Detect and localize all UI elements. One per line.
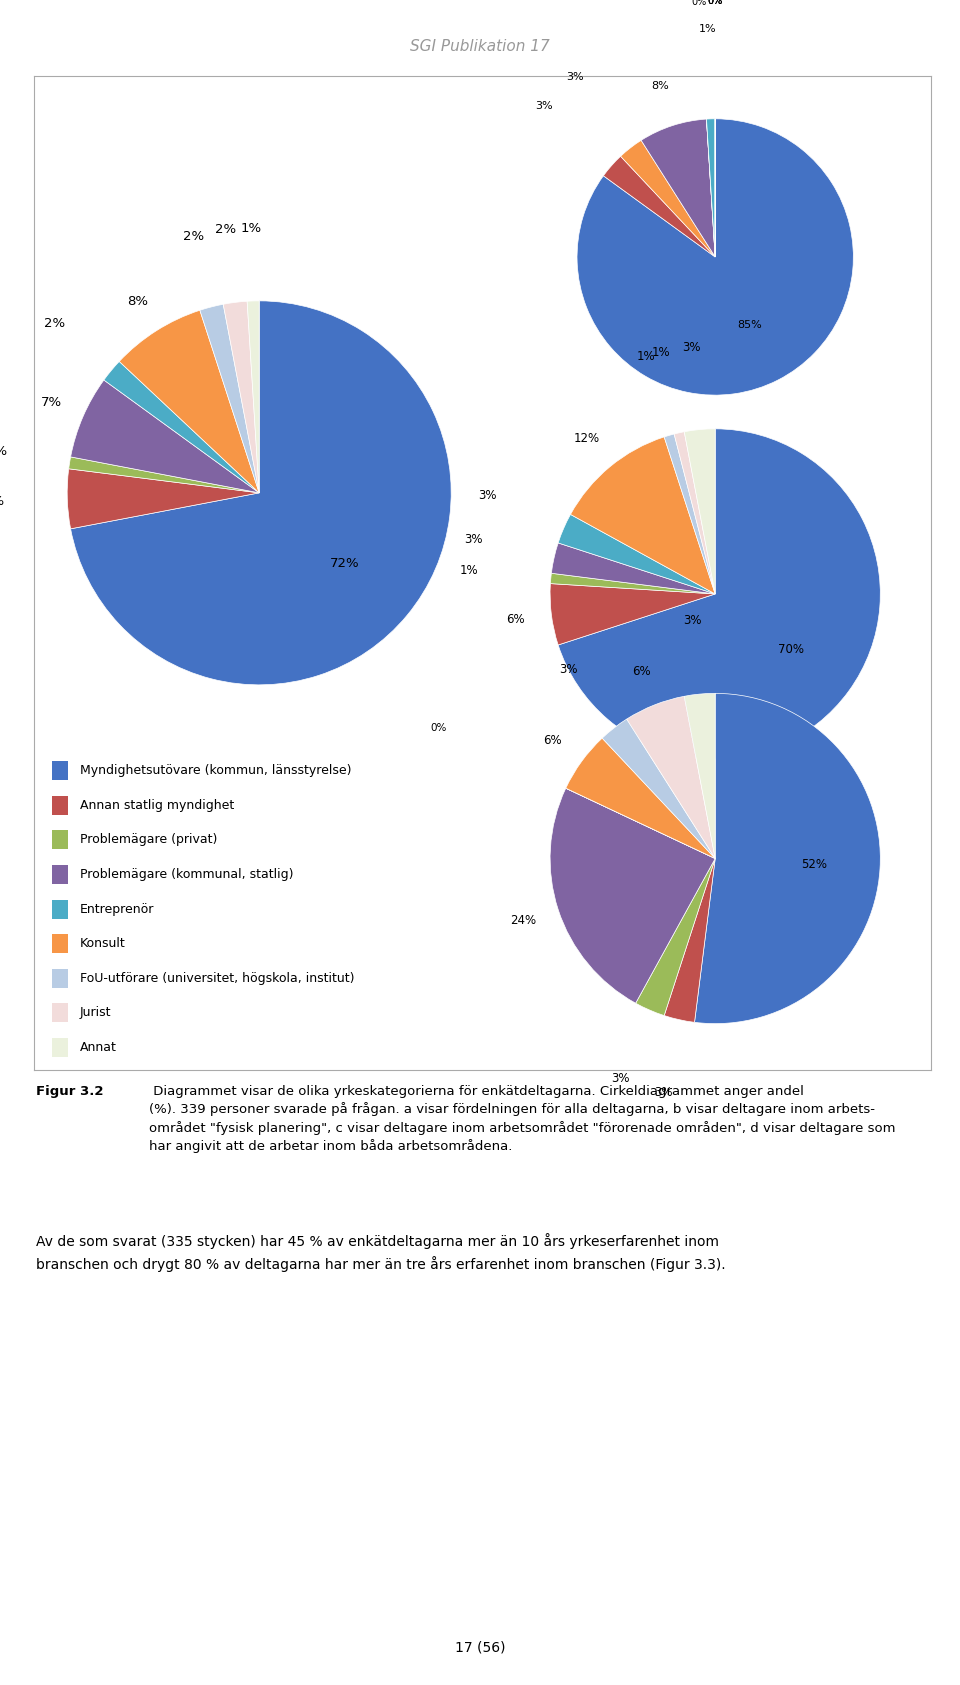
Text: 2%: 2% (182, 229, 204, 243)
Wedge shape (641, 120, 715, 256)
Text: 0%: 0% (708, 0, 723, 7)
Wedge shape (104, 361, 259, 494)
Wedge shape (664, 435, 715, 595)
Wedge shape (565, 738, 715, 859)
Wedge shape (71, 381, 259, 494)
Text: 2%: 2% (215, 224, 236, 236)
Wedge shape (550, 789, 715, 1003)
Wedge shape (119, 310, 259, 494)
Text: 24%: 24% (511, 915, 537, 927)
Text: 3%: 3% (559, 662, 578, 676)
Wedge shape (636, 859, 715, 1016)
Text: 85%: 85% (737, 320, 762, 330)
Wedge shape (707, 118, 715, 256)
Wedge shape (565, 789, 715, 859)
Text: 3%: 3% (611, 1072, 630, 1085)
Text: Annat: Annat (80, 1041, 116, 1055)
Text: 6%: 6% (543, 733, 562, 746)
Text: 70%: 70% (779, 642, 804, 655)
Bar (52, 969, 68, 987)
Text: 0%: 0% (691, 0, 707, 7)
Wedge shape (247, 302, 259, 494)
Text: 0%: 0% (431, 723, 447, 733)
Text: 1%: 1% (240, 221, 261, 234)
Bar (52, 864, 68, 885)
Text: Annan statlig myndighet: Annan statlig myndighet (80, 799, 234, 812)
Wedge shape (550, 573, 715, 595)
Wedge shape (674, 431, 715, 595)
Wedge shape (570, 436, 715, 595)
Wedge shape (551, 543, 715, 595)
Wedge shape (69, 457, 259, 494)
Text: 1%: 1% (636, 349, 656, 362)
Wedge shape (577, 118, 853, 394)
Wedge shape (604, 157, 715, 256)
Wedge shape (71, 302, 451, 684)
Text: 1%: 1% (699, 24, 717, 34)
Bar (52, 900, 68, 918)
Text: 0%: 0% (708, 0, 723, 7)
Text: 2%: 2% (44, 317, 65, 330)
Text: 12%: 12% (574, 433, 600, 445)
Wedge shape (620, 140, 715, 256)
Text: 1%: 1% (459, 564, 478, 578)
Text: SGI Publikation 17: SGI Publikation 17 (410, 39, 550, 54)
Text: 3%: 3% (654, 1085, 672, 1099)
Bar (52, 1004, 68, 1023)
Text: Problemägare (kommunal, statlig): Problemägare (kommunal, statlig) (80, 868, 293, 881)
Text: Konsult: Konsult (80, 937, 126, 950)
Wedge shape (602, 719, 715, 859)
Text: Jurist: Jurist (80, 1006, 111, 1019)
Wedge shape (627, 696, 715, 859)
Text: 6%: 6% (632, 664, 650, 677)
Text: FoU-utförare (universitet, högskola, institut): FoU-utförare (universitet, högskola, ins… (80, 972, 354, 984)
Wedge shape (200, 305, 259, 494)
Wedge shape (67, 468, 259, 529)
Text: 3%: 3% (479, 489, 497, 502)
Bar (52, 795, 68, 814)
Text: 3%: 3% (465, 534, 483, 546)
Wedge shape (684, 694, 715, 859)
Text: Figur 3.2: Figur 3.2 (36, 1085, 104, 1099)
Text: 7%: 7% (40, 396, 61, 409)
Text: 72%: 72% (330, 558, 360, 570)
Wedge shape (558, 514, 715, 595)
Wedge shape (707, 120, 715, 256)
Text: 3%: 3% (684, 613, 702, 627)
Text: 1%: 1% (652, 345, 670, 359)
Bar (52, 1038, 68, 1056)
Text: Diagrammet visar de olika yrkeskategorierna för enkätdeltagarna. Cirkeldiagramme: Diagrammet visar de olika yrkeskategorie… (149, 1085, 896, 1153)
Text: 5%: 5% (0, 495, 5, 507)
Text: Entreprenör: Entreprenör (80, 903, 154, 915)
Wedge shape (550, 583, 715, 645)
Text: 3%: 3% (536, 101, 553, 111)
Text: Myndighetsutövare (kommun, länsstyrelse): Myndighetsutövare (kommun, länsstyrelse) (80, 763, 351, 777)
Text: 3%: 3% (566, 72, 585, 83)
Text: Problemägare (privat): Problemägare (privat) (80, 834, 217, 846)
Wedge shape (684, 430, 715, 595)
Text: 8%: 8% (128, 295, 148, 308)
Wedge shape (694, 694, 880, 1023)
Text: 17 (56): 17 (56) (455, 1641, 505, 1655)
Text: 3%: 3% (683, 340, 701, 354)
Text: 8%: 8% (651, 81, 668, 91)
Text: 1%: 1% (0, 445, 8, 458)
Text: Av de som svarat (335 stycken) har 45 % av enkätdeltagarna mer än 10 års yrkeser: Av de som svarat (335 stycken) har 45 % … (36, 1233, 726, 1272)
Text: 0%: 0% (708, 0, 723, 7)
Bar (52, 831, 68, 849)
Text: 52%: 52% (801, 858, 828, 871)
Wedge shape (558, 430, 880, 758)
Wedge shape (224, 302, 259, 494)
Text: 6%: 6% (506, 613, 525, 625)
Bar (52, 762, 68, 780)
Bar (52, 933, 68, 954)
Wedge shape (664, 859, 715, 1023)
